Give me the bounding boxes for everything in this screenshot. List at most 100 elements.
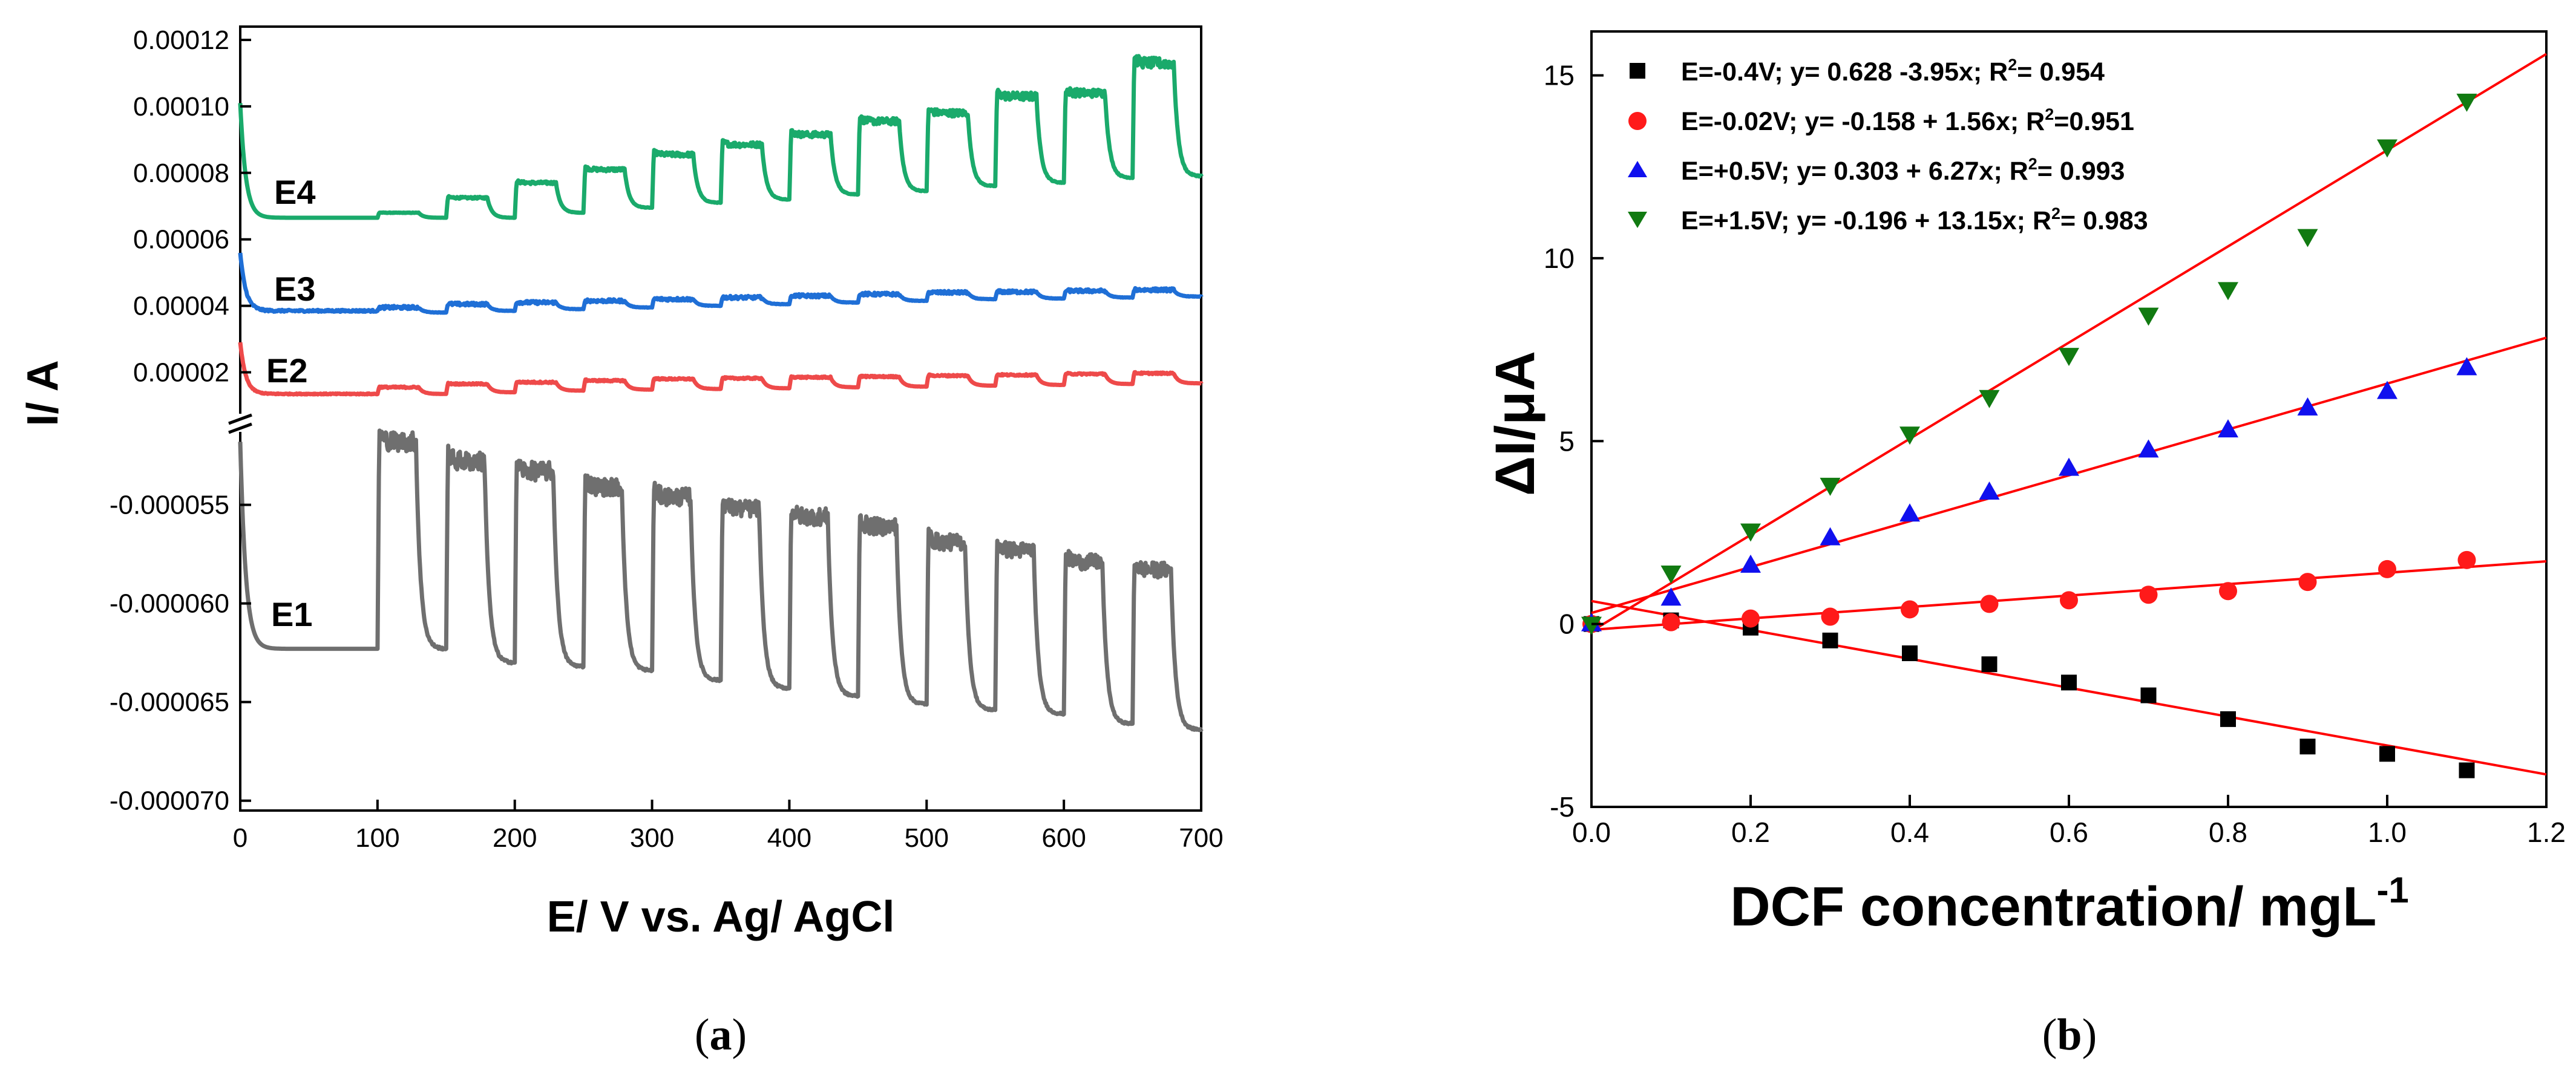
data-point-s0-5 <box>1981 656 1998 673</box>
data-point-s0-4 <box>1902 645 1918 662</box>
y-tick-label-b-2: 5 <box>1559 425 1575 457</box>
data-point-s1-3 <box>1821 607 1840 626</box>
legend-text-4: E=+1.5V; y= -0.196 + 13.15x; R2= 0.983 <box>1681 204 2148 235</box>
y-tick-label-b-1: 0 <box>1559 609 1575 640</box>
data-point-s2-8 <box>2218 419 2238 438</box>
y-tick-label-upper-2: 0.00006 <box>133 225 229 255</box>
legend-text-2: E=-0.02V; y= -0.158 + 1.56x; R2=0.951 <box>1681 105 2134 136</box>
panel-a-series-labels: E4 E3 E2 E1 <box>266 173 316 633</box>
panel-b-y-ticks: -5 0 5 10 15 <box>1544 60 1604 823</box>
panel-a-caption: (a) <box>695 1010 747 1060</box>
y-tick-label-b-0: -5 <box>1550 791 1575 823</box>
panel-a-x-axis-title: E/ V vs. Ag/ AgCl <box>547 893 895 941</box>
data-point-s2-9 <box>2297 397 2318 416</box>
data-point-s2-3 <box>1820 527 1841 546</box>
y-tick-label-upper-4: 0.00010 <box>133 92 229 122</box>
series-label-e4: E4 <box>274 173 316 211</box>
data-point-s1-8 <box>2219 582 2237 601</box>
y-tick-label-lower-2: -0.000065 <box>110 688 229 717</box>
y-tick-label-upper-1: 0.00004 <box>133 292 229 321</box>
legend-entry-e-plus-0-5: E=+0.5V; y= 0.303 + 6.27x; R2= 0.993 <box>1628 155 2125 186</box>
series-line-e1 <box>238 428 1204 733</box>
x-tick-label-a-4: 400 <box>767 823 811 853</box>
series-label-e3: E3 <box>274 270 316 308</box>
panel-a-y-ticks: 0.00002 0.00004 0.00006 0.00008 0.00010 0.000… <box>110 25 251 816</box>
x-tick-label-b-0: 0.0 <box>1572 817 1611 848</box>
panel-b-y-axis-title: ΔI/μA <box>1484 351 1546 496</box>
x-tick-label-b-4: 0.8 <box>2209 817 2247 848</box>
data-point-s1-2 <box>1742 609 1760 628</box>
data-point-s1-10 <box>2378 560 2396 578</box>
panel-b-chart: -5 0 5 10 15 0.0 0.2 0.4 0.6 0.8 1.0 1.2 E=-0.4V; … <box>1484 30 2566 938</box>
data-point-s3-11 <box>2456 93 2477 112</box>
data-point-s1-6 <box>2060 591 2078 610</box>
data-point-s0-6 <box>2061 674 2077 691</box>
panel-a-y-axis-title: I/ A <box>19 360 67 426</box>
data-point-s3-3 <box>1820 477 1841 496</box>
data-point-s3-9 <box>2297 229 2318 247</box>
data-point-s1-11 <box>2457 550 2476 569</box>
panel-b-x-ticks: 0.0 0.2 0.4 0.6 0.8 1.0 1.2 <box>1572 795 2566 848</box>
legend-marker-square <box>1630 63 1645 79</box>
legend-marker-triangle-up <box>1628 161 1647 177</box>
x-tick-label-b-6: 1.2 <box>2527 817 2566 848</box>
x-tick-label-a-0: 0 <box>233 823 247 853</box>
panel-b-x-axis-title: DCF concentration/ mgL-1 <box>1730 870 2409 938</box>
data-point-s2-10 <box>2377 380 2397 399</box>
y-tick-label-lower-1: -0.000060 <box>110 589 229 619</box>
series-line-e2 <box>238 342 1204 397</box>
x-tick-label-a-2: 200 <box>493 823 537 853</box>
data-point-s1-9 <box>2298 573 2317 592</box>
data-point-s0-7 <box>2140 687 2157 703</box>
data-point-s2-4 <box>1899 503 1920 522</box>
x-tick-label-b-3: 0.6 <box>2050 817 2088 848</box>
data-point-s1-1 <box>1662 613 1680 631</box>
panel-b-data-points <box>1581 93 2477 778</box>
x-tick-label-a-7: 700 <box>1179 823 1223 853</box>
series-label-e1: E1 <box>271 595 313 633</box>
axis-break-mark <box>227 413 254 434</box>
data-point-s3-10 <box>2377 139 2397 158</box>
x-tick-label-a-1: 100 <box>355 823 399 853</box>
data-point-s1-4 <box>1901 600 1919 619</box>
data-point-s3-7 <box>2138 307 2159 326</box>
data-point-s3-2 <box>1740 523 1761 542</box>
data-point-s2-7 <box>2138 439 2159 458</box>
legend-marker-triangle-down <box>1628 212 1647 228</box>
legend-text-1: E=-0.4V; y= 0.628 -3.95x; R2= 0.954 <box>1681 56 2105 86</box>
data-point-s2-1 <box>1660 587 1682 606</box>
data-point-s3-5 <box>1979 390 2000 408</box>
y-tick-label-lower-0: -0.000055 <box>110 491 229 520</box>
y-tick-label-upper-3: 0.00008 <box>133 158 229 188</box>
legend-entry-e-minus-0-02: E=-0.02V; y= -0.158 + 1.56x; R2=0.951 <box>1628 105 2134 136</box>
data-point-s1-7 <box>2139 586 2158 604</box>
y-tick-label-lower-3: -0.000070 <box>110 786 229 816</box>
data-point-s2-2 <box>1740 554 1761 573</box>
data-point-s3-8 <box>2218 282 2238 301</box>
x-tick-label-a-6: 600 <box>1041 823 1086 853</box>
series-line-e4 <box>238 54 1204 220</box>
legend-marker-circle <box>1628 112 1647 130</box>
panel-a-chart: 0.00002 0.00004 0.00006 0.00008 0.00010 0.000… <box>19 25 1224 941</box>
x-tick-label-a-5: 500 <box>905 823 949 853</box>
x-tick-label-a-3: 300 <box>630 823 674 853</box>
legend-entry-e-plus-1-5: E=+1.5V; y= -0.196 + 13.15x; R2= 0.983 <box>1628 204 2148 235</box>
y-tick-label-upper-0: 0.00002 <box>133 358 229 388</box>
data-point-s0-8 <box>2220 711 2236 727</box>
panel-b-caption: (b) <box>2042 1010 2097 1060</box>
data-point-s3-0 <box>1581 616 1602 635</box>
data-point-s2-11 <box>2456 357 2477 376</box>
panel-a-x-ticks: 0 100 200 300 400 500 600 700 <box>233 800 1224 853</box>
data-point-s0-9 <box>2299 739 2316 755</box>
data-point-s0-11 <box>2459 762 2475 778</box>
x-tick-label-b-2: 0.4 <box>1890 817 1929 848</box>
y-tick-label-upper-5: 0.00012 <box>133 25 229 55</box>
data-point-s1-5 <box>1980 595 1999 613</box>
data-point-s2-5 <box>1979 481 2000 500</box>
data-point-s0-10 <box>2379 746 2395 762</box>
legend-text-3: E=+0.5V; y= 0.303 + 6.27x; R2= 0.993 <box>1681 155 2125 186</box>
y-tick-label-b-4: 15 <box>1544 60 1575 91</box>
series-line-e3 <box>238 252 1204 315</box>
data-point-s3-6 <box>2059 348 2079 367</box>
